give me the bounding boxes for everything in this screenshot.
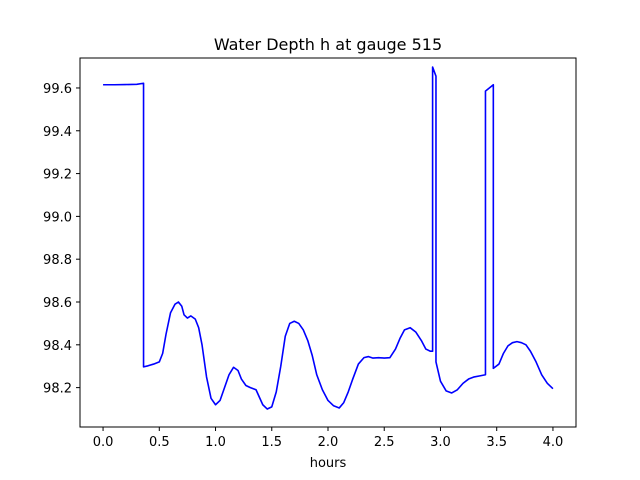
y-tick-label: 98.2 <box>43 382 72 397</box>
y-tick-label: 99.4 <box>43 125 72 140</box>
x-axis-label: hours <box>310 456 347 471</box>
chart-title: Water Depth h at gauge 515 <box>214 35 442 54</box>
y-tick-label: 98.4 <box>43 339 72 354</box>
x-tick-label: 2.0 <box>318 435 339 450</box>
x-tick-label: 3.0 <box>430 435 451 450</box>
series-line <box>103 66 554 410</box>
y-tick-label: 99.6 <box>43 82 72 97</box>
y-axis: 98.2 98.4 98.6 98.8 99.0 99.2 99.4 99.6 <box>43 82 80 397</box>
y-tick-label: 99.0 <box>43 210 72 225</box>
y-tick-label: 98.8 <box>43 253 72 268</box>
x-tick-label: 3.5 <box>486 435 507 450</box>
y-tick-label: 98.6 <box>43 296 72 311</box>
x-tick-label: 2.5 <box>374 435 395 450</box>
plot-area <box>103 66 554 410</box>
y-tick-label: 99.2 <box>43 168 72 183</box>
x-tick-label: 1.0 <box>205 435 226 450</box>
x-tick-label: 4.0 <box>543 435 564 450</box>
x-tick-label: 1.5 <box>261 435 282 450</box>
x-tick-label: 0.0 <box>93 435 114 450</box>
x-axis: 0.0 0.5 1.0 1.5 2.0 2.5 3.0 3.5 4.0 <box>93 427 564 450</box>
x-tick-label: 0.5 <box>149 435 170 450</box>
